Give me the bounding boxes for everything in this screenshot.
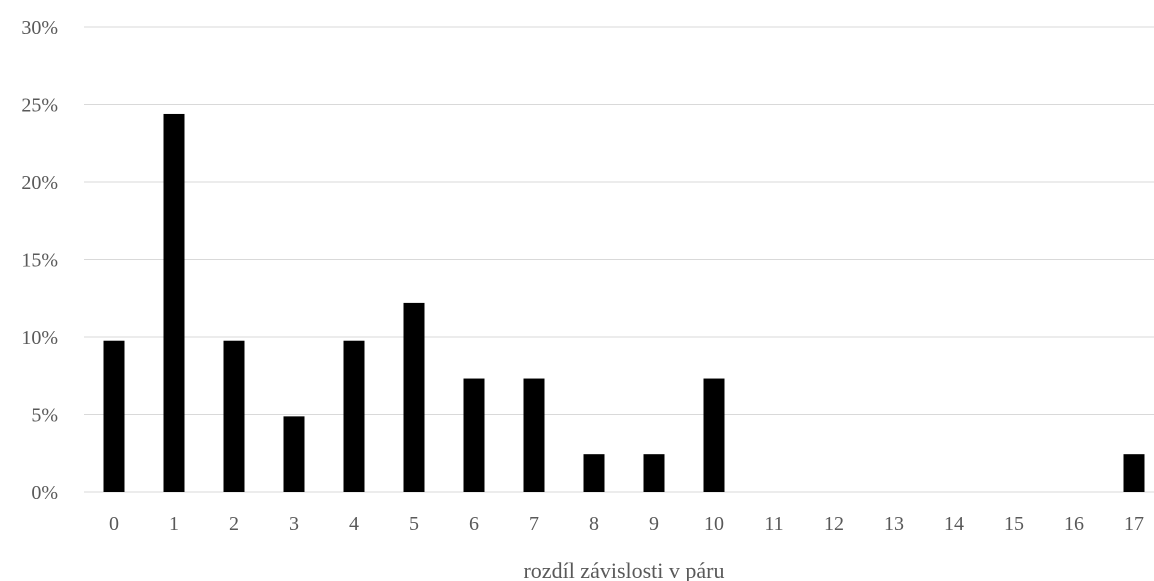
x-tick-label: 3 [289, 513, 299, 535]
y-tick-label: 10% [21, 327, 58, 349]
bar-17 [1123, 454, 1145, 492]
bar-6 [463, 378, 485, 492]
x-tick-label: 11 [764, 513, 783, 535]
bars [103, 113, 1145, 492]
x-axis-ticks: 0 1 2 3 4 5 6 7 8 9 10 11 12 13 14 15 16 17 [109, 513, 1144, 535]
x-tick-label: 9 [649, 513, 659, 535]
bar-2 [223, 340, 245, 492]
x-tick-label: 7 [529, 513, 539, 535]
x-tick-label: 8 [589, 513, 599, 535]
x-tick-label: 10 [704, 513, 724, 535]
bar-3 [283, 416, 305, 492]
y-tick-label: 0% [31, 482, 58, 504]
y-tick-label: 5% [31, 405, 58, 427]
y-tick-label: 30% [21, 17, 58, 39]
x-tick-label: 5 [409, 513, 419, 535]
gridlines [84, 26, 1154, 493]
x-tick-label: 14 [944, 513, 964, 535]
bar-8 [583, 454, 605, 492]
y-axis-ticks: 0% 5% 10% 15% 20% 25% 30% [21, 17, 58, 504]
y-tick-label: 20% [21, 172, 58, 194]
x-tick-label: 0 [109, 513, 119, 535]
x-tick-label: 16 [1064, 513, 1084, 535]
x-tick-label: 15 [1004, 513, 1024, 535]
x-tick-label: 4 [349, 513, 359, 535]
bar-7 [523, 378, 545, 492]
x-tick-label: 1 [169, 513, 179, 535]
y-tick-label: 25% [21, 95, 58, 117]
x-tick-label: 6 [469, 513, 479, 535]
bar-4 [343, 340, 365, 492]
y-tick-label: 15% [21, 250, 58, 272]
bar-5 [403, 302, 425, 492]
bar-9 [643, 454, 665, 492]
x-tick-label: 17 [1124, 513, 1144, 535]
x-axis-title: rozdíl závislosti v páru [523, 558, 724, 581]
x-tick-label: 2 [229, 513, 239, 535]
bar-1 [163, 113, 185, 492]
x-tick-label: 12 [824, 513, 844, 535]
bar-10 [703, 378, 725, 492]
x-tick-label: 13 [884, 513, 904, 535]
bar-0 [103, 340, 125, 492]
